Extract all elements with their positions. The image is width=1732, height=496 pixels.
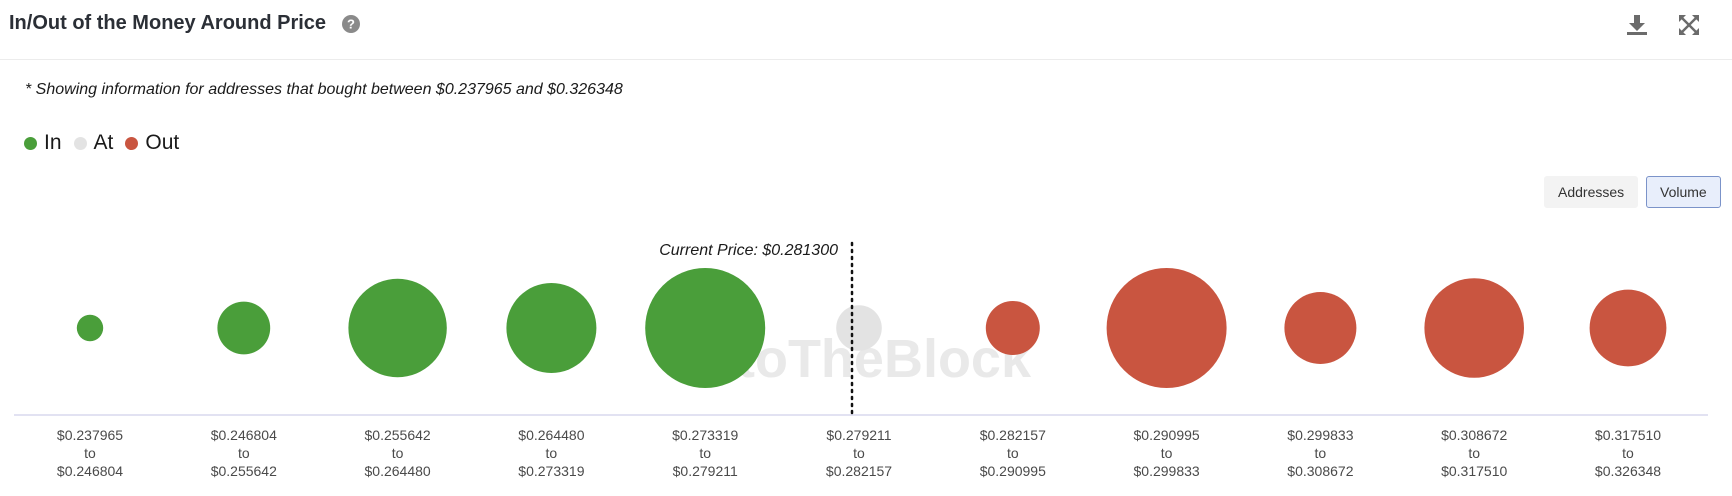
legend-item-at[interactable]: At (73, 131, 114, 155)
bubble-in-4 (506, 283, 597, 373)
tick-label-to-4: $0.273319 (518, 463, 584, 479)
tick-label-to-3: $0.264480 (365, 463, 431, 479)
legend-item-in[interactable]: In (24, 131, 62, 155)
help-icon[interactable]: ? (341, 14, 361, 34)
bubble-in-1 (76, 314, 104, 342)
tick-label-to-word-4: to (546, 445, 558, 461)
tick-label-to-8: $0.299833 (1134, 463, 1200, 479)
tick-label-to-10: $0.317510 (1441, 463, 1507, 479)
tick-label-to-word-5: to (699, 445, 711, 461)
bubble-in-2 (217, 301, 271, 355)
tick-label-to-7: $0.290995 (980, 463, 1046, 479)
page-title: In/Out of the Money Around Price (9, 12, 327, 34)
tick-label-from-1: $0.237965 (57, 427, 123, 443)
tick-label-from-9: $0.299833 (1287, 427, 1353, 443)
tick-label-to-6: $0.282157 (826, 463, 892, 479)
tick-label-to-word-1: to (84, 445, 96, 461)
tick-label-to-word-2: to (238, 445, 250, 461)
bubble-out-7 (985, 301, 1040, 355)
download-icon[interactable] (1624, 12, 1650, 38)
chart-legend: In At Out (24, 131, 191, 155)
tick-label-from-10: $0.308672 (1441, 427, 1507, 443)
tick-label-to-word-9: to (1315, 445, 1327, 461)
tick-label-to-11: $0.326348 (1595, 463, 1661, 479)
tick-label-to-word-7: to (1007, 445, 1019, 461)
bubble-in-5 (645, 268, 766, 388)
tick-label-to-1: $0.246804 (57, 463, 123, 479)
tick-label-from-3: $0.255642 (365, 427, 431, 443)
tick-label-to-word-10: to (1468, 445, 1480, 461)
tick-label-from-8: $0.290995 (1134, 427, 1200, 443)
current-price-label: Current Price: $0.281300 (659, 242, 838, 259)
tick-label-to-2: $0.255642 (211, 463, 277, 479)
tick-label-from-2: $0.246804 (211, 427, 277, 443)
bubble-in-3 (348, 278, 447, 378)
bubble-out-9 (1284, 292, 1357, 364)
range-note: * Showing information for addresses that… (25, 81, 623, 98)
addresses-toggle-button[interactable]: Addresses (1544, 176, 1639, 208)
tick-label-to-word-3: to (392, 445, 404, 461)
legend-dot-out (125, 136, 139, 150)
tick-label-to-word-11: to (1622, 445, 1634, 461)
tick-label-from-7: $0.282157 (980, 427, 1046, 443)
tick-label-from-5: $0.273319 (672, 427, 738, 443)
tick-label-to-9: $0.308672 (1287, 463, 1353, 479)
legend-label-at: At (93, 131, 114, 154)
chart-header: In/Out of the Money Around Price ? (0, 0, 1732, 60)
legend-label-out: Out (145, 131, 180, 154)
tick-label-from-6: $0.279211 (826, 427, 891, 443)
legend-label-in: In (44, 131, 62, 154)
bubble-at-6 (836, 305, 882, 351)
svg-text:?: ? (347, 17, 355, 32)
volume-toggle-button[interactable]: Volume (1646, 176, 1721, 208)
bubble-out-8 (1106, 268, 1227, 388)
tick-label-from-4: $0.264480 (518, 427, 584, 443)
bubble-out-11 (1589, 289, 1667, 367)
tick-label-to-word-8: to (1161, 445, 1173, 461)
tick-label-to-word-6: to (853, 445, 865, 461)
tick-label-from-11: $0.317510 (1595, 427, 1661, 443)
legend-dot-at (73, 136, 87, 150)
bubble-out-10 (1424, 278, 1524, 378)
legend-item-out[interactable]: Out (125, 131, 179, 155)
tick-label-to-5: $0.279211 (673, 463, 738, 479)
fullscreen-icon[interactable] (1676, 12, 1702, 38)
legend-dot-in (24, 136, 37, 150)
